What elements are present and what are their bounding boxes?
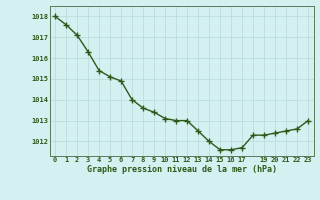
X-axis label: Graphe pression niveau de la mer (hPa): Graphe pression niveau de la mer (hPa) <box>87 165 276 174</box>
